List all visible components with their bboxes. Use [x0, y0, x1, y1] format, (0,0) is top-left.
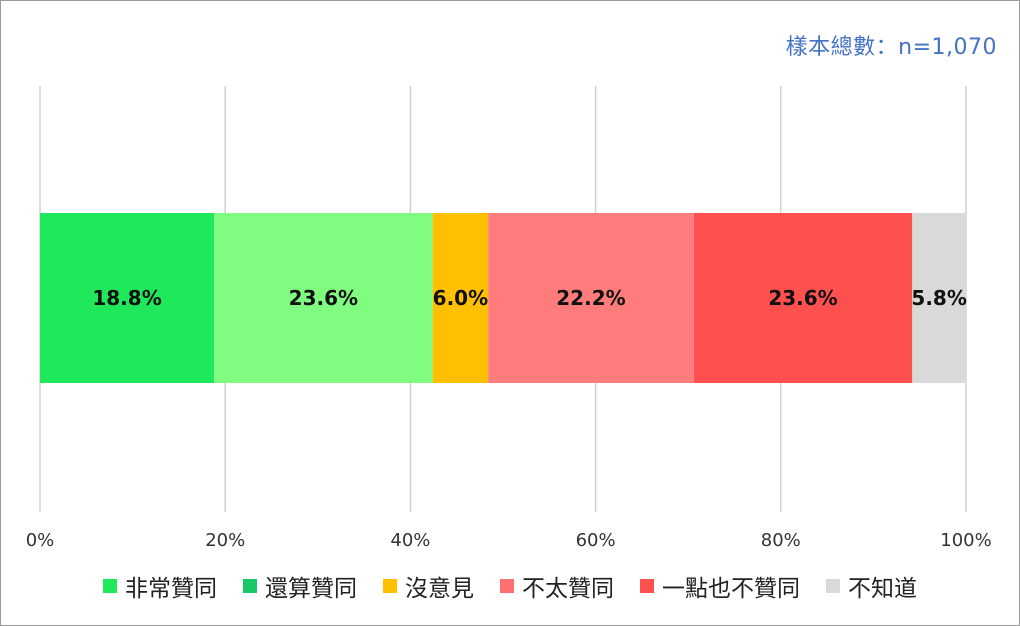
- bar-segments: [40, 213, 966, 383]
- x-tick-label: 20%: [205, 530, 245, 551]
- legend-swatch: [826, 579, 840, 593]
- x-tick-label: 100%: [940, 530, 991, 551]
- legend: 非常贊同 還算贊同 沒意見 不太贊同 一點也不贊同 不知道: [0, 566, 1020, 606]
- legend-item: 還算贊同: [243, 569, 357, 603]
- bar-labels: 18.8% 23.6% 6.0% 22.2% 23.6% 5.8%: [92, 286, 967, 310]
- legend-label: 不知道: [848, 576, 917, 602]
- legend-item: 非常贊同: [103, 569, 217, 603]
- bar-value-label: 18.8%: [92, 286, 161, 310]
- legend-label: 一點也不贊同: [662, 576, 800, 602]
- x-tick-label: 60%: [576, 530, 616, 551]
- bar-segment: [488, 213, 694, 383]
- legend-item: 不知道: [826, 569, 917, 603]
- x-tick-label: 0%: [26, 530, 55, 551]
- sample-size-note: 樣本總數：n=1,070: [785, 35, 997, 60]
- bar-segment: [693, 213, 913, 383]
- x-tick-label: 40%: [390, 530, 430, 551]
- bar-segment: [432, 213, 489, 383]
- x-axis-ticks: 0% 20% 40% 60% 80% 100%: [26, 530, 992, 551]
- legend-item: 不太贊同: [500, 569, 614, 603]
- bar-value-label: 5.8%: [911, 286, 966, 310]
- legend-item: 沒意見: [383, 569, 474, 603]
- legend-swatch: [640, 579, 654, 593]
- bar-value-label: 22.2%: [556, 286, 625, 310]
- legend-label: 不太贊同: [522, 576, 614, 602]
- bar-segment: [40, 213, 215, 383]
- legend-label: 非常贊同: [125, 576, 217, 602]
- legend-swatch: [500, 579, 514, 593]
- bar-value-label: 23.6%: [768, 286, 837, 310]
- legend-swatch: [103, 579, 117, 593]
- legend-swatch: [243, 579, 257, 593]
- bar-segment: [214, 213, 433, 383]
- legend-label: 還算贊同: [265, 576, 357, 602]
- legend-item: 一點也不贊同: [640, 569, 800, 603]
- bar-segment: [912, 213, 966, 383]
- legend-swatch: [383, 579, 397, 593]
- legend-label: 沒意見: [405, 576, 474, 602]
- bar-value-label: 23.6%: [289, 286, 358, 310]
- bar-value-label: 6.0%: [433, 286, 488, 310]
- x-tick-label: 80%: [761, 530, 801, 551]
